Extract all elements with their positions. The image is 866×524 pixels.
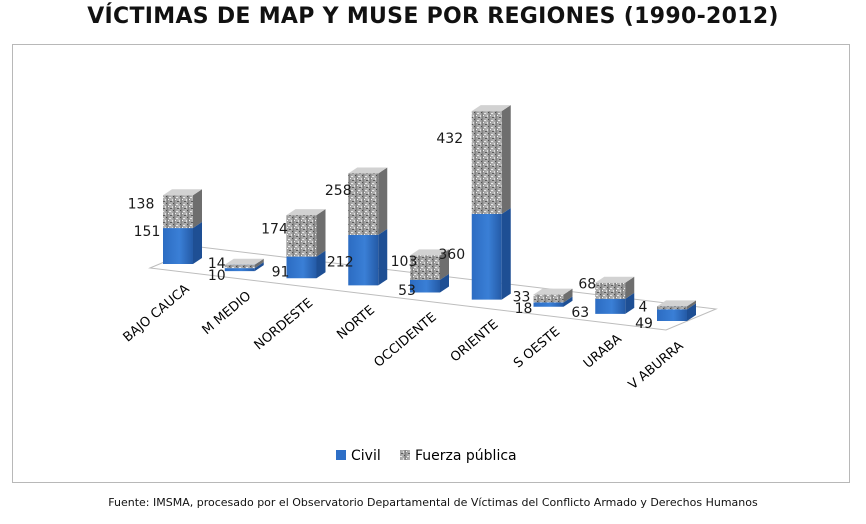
value-label-fuerza-publica-v-aburra: 4 xyxy=(639,299,648,315)
value-label-civil-uraba: 63 xyxy=(571,305,589,321)
bar-fuerza-publica-s-oeste xyxy=(533,288,573,303)
value-label-civil-v-aburra: 49 xyxy=(635,316,653,332)
category-label-norte: NORTE xyxy=(334,303,378,343)
legend-label-civil: Civil xyxy=(351,448,381,464)
bar-fuerza-publica-m-medio xyxy=(224,258,264,269)
bar-fuerza-publica-occidente xyxy=(410,249,449,280)
bar-civil-bajo-cauca xyxy=(163,222,202,264)
bar-fuerza-publica-uraba xyxy=(595,276,635,299)
bar-fuerza-publica-nordeste xyxy=(286,209,326,257)
legend-label-fuerza-p-blica: Fuerza pública xyxy=(415,448,517,464)
legend-item-civil: Civil xyxy=(336,448,381,464)
legend-swatch-fuerza-p-blica xyxy=(400,450,410,460)
bar-fuerza-publica-norte xyxy=(348,167,388,235)
source-note: Fuente: IMSMA, procesado por el Observat… xyxy=(108,496,758,509)
value-label-civil-bajo-cauca: 151 xyxy=(134,224,161,240)
value-label-civil-nordeste: 91 xyxy=(272,265,290,281)
value-label-civil-s-oeste: 18 xyxy=(515,301,533,317)
chart-title: VÍCTIMAS DE MAP Y MUSE POR REGIONES (199… xyxy=(87,4,779,29)
value-label-fuerza-publica-bajo-cauca: 138 xyxy=(128,197,155,213)
value-label-civil-norte: 212 xyxy=(327,255,354,271)
bar-fuerza-publica-oriente xyxy=(471,105,511,214)
value-label-civil-occidente: 53 xyxy=(398,283,416,299)
bar-fuerza-publica-bajo-cauca xyxy=(163,189,202,229)
value-label-fuerza-publica-oriente: 432 xyxy=(436,131,463,147)
bar-fuerza-publica-v-aburra xyxy=(657,300,696,310)
category-label-uraba: URABA xyxy=(581,331,625,371)
value-label-fuerza-publica-s-oeste: 33 xyxy=(513,289,531,305)
value-label-fuerza-publica-uraba: 68 xyxy=(578,276,596,292)
bar-civil-norte xyxy=(348,228,388,286)
legend-item-fuerza-p-blica: Fuerza pública xyxy=(400,448,517,464)
bar-civil-oriente xyxy=(471,207,511,300)
category-label-nordeste: NORDESTE xyxy=(252,296,317,354)
value-label-fuerza-publica-occidente: 103 xyxy=(391,254,418,270)
category-label-oriente: ORIENTE xyxy=(448,317,501,365)
category-label-s-oeste: S OESTE xyxy=(511,324,563,371)
category-label-occidente: OCCIDENTE xyxy=(371,310,439,371)
legend-swatch-civil xyxy=(336,450,346,460)
value-label-fuerza-publica-m-medio: 14 xyxy=(208,256,226,272)
value-label-civil-oriente: 360 xyxy=(438,247,465,263)
category-label-bajo-cauca: BAJO CAUCA xyxy=(121,282,193,346)
category-label-m-medio: M MEDIO xyxy=(200,289,255,338)
value-label-civil-m-medio: 10 xyxy=(208,268,226,284)
value-label-fuerza-publica-nordeste: 174 xyxy=(261,222,288,238)
value-label-fuerza-publica-norte: 258 xyxy=(325,183,352,199)
category-label-v-aburra: V ABURRA xyxy=(626,339,687,393)
